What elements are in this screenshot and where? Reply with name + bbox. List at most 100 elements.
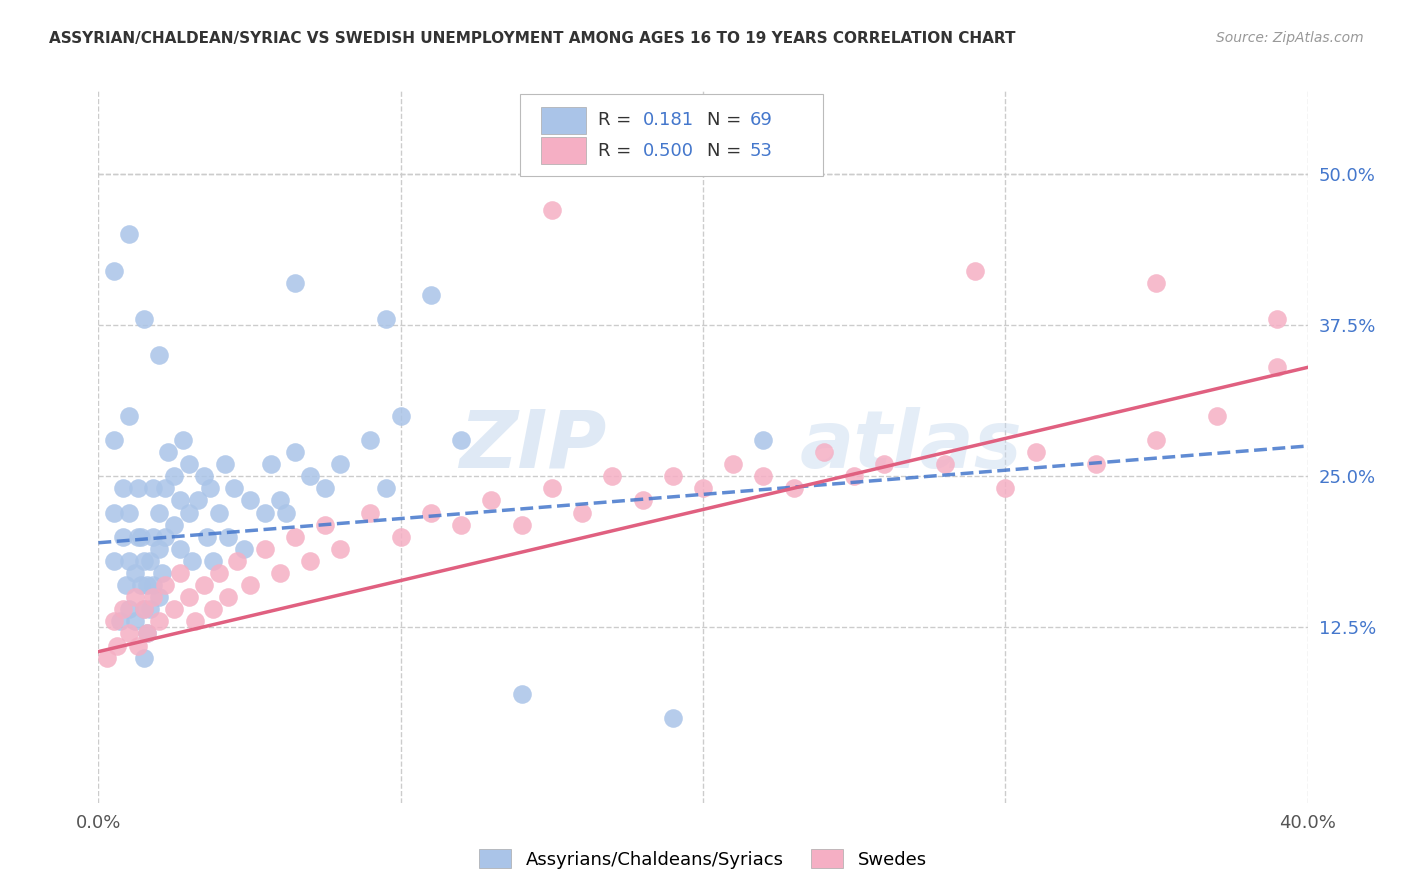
Point [103, 554, 125, 568]
Point [260, 457, 283, 471]
Point [103, 506, 125, 520]
Point [1206, 409, 1229, 423]
Point [142, 530, 165, 544]
Point [132, 602, 155, 616]
Text: 53: 53 [749, 142, 772, 160]
Point [450, 433, 472, 447]
Point [202, 602, 225, 616]
Point [202, 554, 225, 568]
Point [934, 457, 956, 471]
Point [142, 578, 165, 592]
Point [108, 615, 131, 629]
Point [360, 506, 382, 520]
Point [481, 493, 503, 508]
Point [181, 554, 204, 568]
Point [274, 506, 297, 520]
Point [661, 711, 683, 725]
Point [214, 457, 236, 471]
Point [314, 481, 336, 495]
Point [1024, 445, 1046, 459]
Text: ASSYRIAN/CHALDEAN/SYRIAC VS SWEDISH UNEMPLOYMENT AMONG AGES 16 TO 19 YEARS CORRE: ASSYRIAN/CHALDEAN/SYRIAC VS SWEDISH UNEM… [49, 31, 1015, 46]
Point [284, 276, 307, 290]
Point [111, 530, 134, 544]
Point [148, 506, 170, 520]
Point [661, 469, 683, 483]
Point [124, 615, 146, 629]
Point [813, 445, 835, 459]
Point [118, 227, 141, 242]
Point [103, 615, 125, 629]
Point [129, 578, 152, 592]
Point [124, 566, 146, 580]
Point [142, 590, 165, 604]
Point [132, 312, 155, 326]
Text: atlas: atlas [800, 407, 1022, 485]
Point [169, 541, 191, 556]
Point [127, 481, 149, 495]
Point [132, 650, 155, 665]
Point [118, 506, 141, 520]
Point [127, 530, 149, 544]
Point [723, 457, 745, 471]
Point [232, 541, 254, 556]
Point [752, 469, 775, 483]
Point [184, 615, 207, 629]
Point [1144, 433, 1167, 447]
Point [783, 481, 806, 495]
Point [965, 263, 987, 277]
Text: 69: 69 [749, 112, 772, 129]
Point [150, 566, 173, 580]
Point [96, 650, 118, 665]
Point [111, 481, 134, 495]
Point [193, 469, 215, 483]
Point [200, 481, 222, 495]
Point [103, 433, 125, 447]
Point [132, 602, 155, 616]
Point [139, 602, 162, 616]
Point [179, 457, 201, 471]
Point [1144, 276, 1167, 290]
Text: R =: R = [598, 142, 631, 160]
Point [253, 541, 276, 556]
Point [239, 493, 262, 508]
Point [1085, 457, 1108, 471]
Point [374, 312, 396, 326]
Point [153, 481, 176, 495]
Point [124, 590, 146, 604]
Point [602, 469, 624, 483]
Text: 0.500: 0.500 [643, 142, 693, 160]
Point [844, 469, 866, 483]
Point [195, 530, 218, 544]
Point [135, 578, 157, 592]
Point [329, 541, 352, 556]
Point [873, 457, 896, 471]
Point [148, 615, 170, 629]
Text: N =: N = [707, 142, 741, 160]
Point [118, 626, 141, 640]
Point [1267, 312, 1289, 326]
Point [299, 469, 322, 483]
Point [169, 566, 191, 580]
Point [389, 409, 412, 423]
Point [692, 481, 714, 495]
Point [571, 506, 593, 520]
Point [132, 554, 155, 568]
Point [135, 626, 157, 640]
Point [163, 602, 186, 616]
Text: ZIP: ZIP [458, 407, 606, 485]
Point [118, 554, 141, 568]
Point [360, 433, 382, 447]
Point [314, 517, 336, 532]
Point [163, 517, 186, 532]
Point [631, 493, 654, 508]
Point [217, 590, 239, 604]
Point [163, 469, 186, 483]
Point [105, 639, 128, 653]
Point [156, 445, 179, 459]
Point [111, 602, 134, 616]
Text: 0.181: 0.181 [643, 112, 693, 129]
Point [752, 433, 775, 447]
Point [284, 530, 307, 544]
Text: N =: N = [707, 112, 741, 129]
Point [420, 288, 443, 302]
